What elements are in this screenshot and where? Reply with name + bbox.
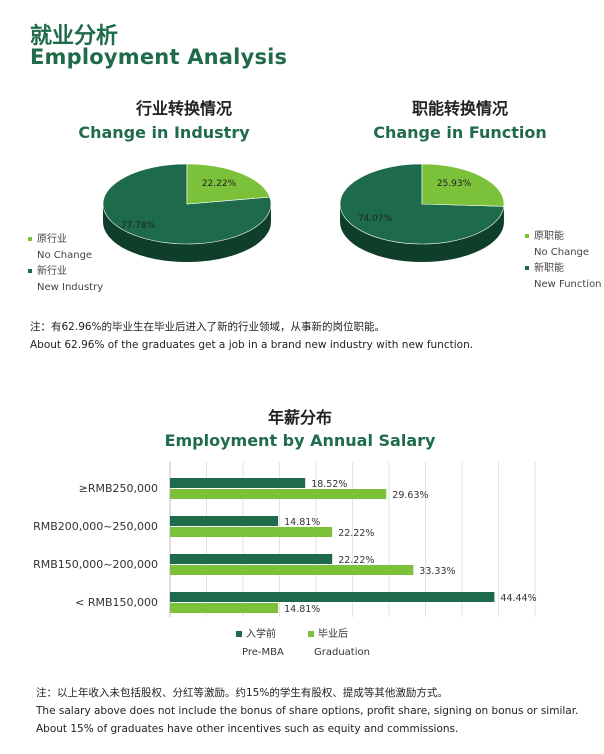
legend-label-cn: 新职能 xyxy=(534,263,564,274)
pie-label-no-change: 25.93% xyxy=(437,179,472,189)
pie-label-no-change: 22.22% xyxy=(202,179,237,189)
page-title-cn: 就业分析 xyxy=(30,24,119,49)
pie-note-en: About 62.96% of the graduates get a job … xyxy=(30,339,474,351)
legend-item-no-change: 原行业 xyxy=(28,232,103,248)
bar-value-label: 18.52% xyxy=(311,479,347,490)
salary-note-en-2: About 15% of graduates have other incent… xyxy=(36,723,459,735)
bar-graduation xyxy=(170,603,279,613)
legend-label-en: New Industry xyxy=(37,282,104,293)
salary-bar-chart: ≥RMB250,000 18.52% 29.63% RMB200,000~250,00… xyxy=(33,462,537,658)
legend-swatch-light-green xyxy=(525,234,529,238)
legend-swatch xyxy=(236,631,242,637)
legend-swatch-light-green xyxy=(28,237,32,241)
pie-side-dark xyxy=(340,204,504,262)
legend-item-new-function: 新职能 xyxy=(525,261,602,277)
pie-slice-no-change xyxy=(186,163,271,205)
bar-value-label: 14.81% xyxy=(284,517,320,528)
bar-graduation xyxy=(170,527,333,537)
legend-label-en: Graduation xyxy=(314,647,370,658)
pie-slice-no-change xyxy=(421,163,505,207)
salary-note: 注：以上年收入未包括股权、分红等激励。约15%的学生有股权、提成等其他激励方式。… xyxy=(36,684,578,738)
pie-side-dark xyxy=(103,204,271,262)
legend-label-cn: 新行业 xyxy=(37,266,67,277)
legend-label-en: New Function xyxy=(534,279,602,290)
salary-note-en-1: The salary above does not include the bo… xyxy=(36,705,579,717)
function-legend: 原职能 No Change 新职能 New Function xyxy=(525,229,602,293)
bar-pre-mba xyxy=(170,478,306,488)
bar-value-label: 22.22% xyxy=(338,555,374,566)
salary-note-cn: 注：以上年收入未包括股权、分红等激励。约15%的学生有股权、提成等其他激励方式。 xyxy=(36,687,448,699)
legend-label-en: No Change xyxy=(37,250,93,261)
legend-label-cn: 原职能 xyxy=(534,231,564,242)
function-pie-chart: 25.93% 74.07% xyxy=(339,163,505,262)
bar-graduation xyxy=(170,489,387,499)
bar-pre-mba xyxy=(170,592,495,602)
industry-pie-chart: 22.22% 77.78% xyxy=(102,163,272,262)
legend-swatch-dark-green xyxy=(28,269,32,273)
bar-value-label: 29.63% xyxy=(392,490,428,501)
category-label: ≥RMB250,000 xyxy=(79,482,158,495)
legend-label-cn: 毕业后 xyxy=(318,627,348,640)
bar-pre-mba xyxy=(170,516,279,526)
pie-slice-new xyxy=(102,163,272,245)
function-chart-title-cn: 职能转换情况 xyxy=(411,99,508,118)
salary-chart-title-cn: 年薪分布 xyxy=(267,408,332,427)
legend-item-no-change: 原职能 xyxy=(525,229,602,245)
bar-value-label: 44.44% xyxy=(500,593,536,604)
legend-label-en: No Change xyxy=(534,247,590,258)
category-label: RMB150,000~200,000 xyxy=(33,558,158,571)
legend-label-cn: 原行业 xyxy=(37,234,67,245)
page-title-en: Employment Analysis xyxy=(30,45,288,69)
bar-value-label: 33.33% xyxy=(419,566,455,577)
category-label: < RMB150,000 xyxy=(75,596,158,609)
bar-pre-mba xyxy=(170,554,333,564)
industry-chart-title-en: Change in Industry xyxy=(78,123,250,142)
industry-legend: 原行业 No Change 新行业 New Industry xyxy=(28,232,103,296)
industry-chart-title-cn: 行业转换情况 xyxy=(135,99,232,118)
category-label: RMB200,000~250,000 xyxy=(33,520,158,533)
bar-value-label: 14.81% xyxy=(284,604,320,615)
legend-swatch-dark-green xyxy=(525,266,529,270)
pie-label-new: 74.07% xyxy=(358,214,393,224)
pie-label-new: 77.78% xyxy=(121,221,156,231)
legend-label-en: Pre-MBA xyxy=(242,647,284,658)
pie-note-cn: 注：有62.96%的毕业生在毕业后进入了新的行业领域，从事新的岗位职能。 xyxy=(30,321,386,333)
bar-graduation xyxy=(170,565,414,575)
bar-value-label: 22.22% xyxy=(338,528,374,539)
salary-chart-title-en: Employment by Annual Salary xyxy=(164,431,436,450)
function-chart-title-en: Change in Function xyxy=(373,123,547,142)
legend-label-cn: 入学前 xyxy=(246,627,276,640)
legend-swatch xyxy=(308,631,314,637)
legend-item-new-industry: 新行业 xyxy=(28,264,103,280)
pie-note: 注：有62.96%的毕业生在毕业后进入了新的行业领域，从事新的岗位职能。 Abo… xyxy=(30,318,473,354)
